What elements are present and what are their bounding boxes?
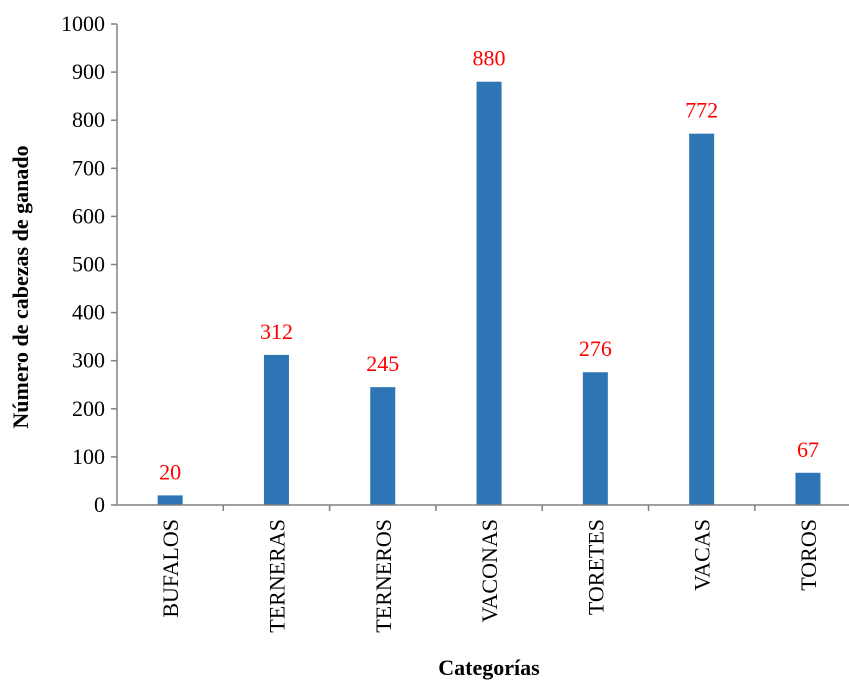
data-labels: 20 312 245 880 276 772 67 — [159, 46, 819, 485]
category-label-terneras: TERNERAS — [264, 519, 289, 633]
bar-terneros — [370, 387, 396, 505]
data-label-toros: 67 — [797, 437, 819, 462]
data-label-bufalos: 20 — [159, 459, 181, 484]
category-label-toros: TOROS — [796, 519, 821, 591]
y-tick-label: 200 — [72, 396, 105, 421]
data-label-terneros: 245 — [366, 351, 399, 376]
y-axis-ticks: 0 100 200 300 400 500 600 700 800 900 1000 — [61, 11, 117, 517]
y-tick-label: 100 — [72, 444, 105, 469]
bar-vacas — [689, 133, 715, 505]
data-label-vaconas: 880 — [473, 46, 506, 71]
bar-toretes — [582, 372, 608, 505]
data-label-terneras: 312 — [260, 319, 293, 344]
y-tick-label: 700 — [72, 155, 105, 180]
data-label-vacas: 772 — [685, 98, 718, 123]
y-tick-label: 900 — [72, 59, 105, 84]
bar-terneras — [263, 354, 289, 505]
category-labels: BUFALOS TERNERAS TERNEROS VACONAS TORETES VAC… — [158, 505, 821, 633]
y-tick-label: 400 — [72, 300, 105, 325]
bars — [157, 81, 821, 505]
y-tick-label: 500 — [72, 252, 105, 277]
y-tick-label: 800 — [72, 107, 105, 132]
bar-toros — [795, 472, 821, 505]
y-axis-title: Número de cabezas de ganado — [8, 145, 33, 428]
y-tick-label: 300 — [72, 348, 105, 373]
y-tick-label: 1000 — [61, 11, 105, 36]
bar-vaconas — [476, 81, 502, 505]
y-tick-label: 0 — [94, 492, 105, 517]
category-label-toretes: TORETES — [583, 519, 608, 615]
bar-bufalos — [157, 495, 183, 505]
y-tick-label: 600 — [72, 203, 105, 228]
category-label-vaconas: VACONAS — [477, 519, 502, 623]
category-label-terneros: TERNEROS — [371, 519, 396, 633]
data-label-toretes: 276 — [579, 336, 612, 361]
category-label-bufalos: BUFALOS — [158, 519, 183, 618]
x-axis-title: Categorías — [438, 655, 540, 680]
category-label-vacas: VACAS — [690, 519, 715, 591]
